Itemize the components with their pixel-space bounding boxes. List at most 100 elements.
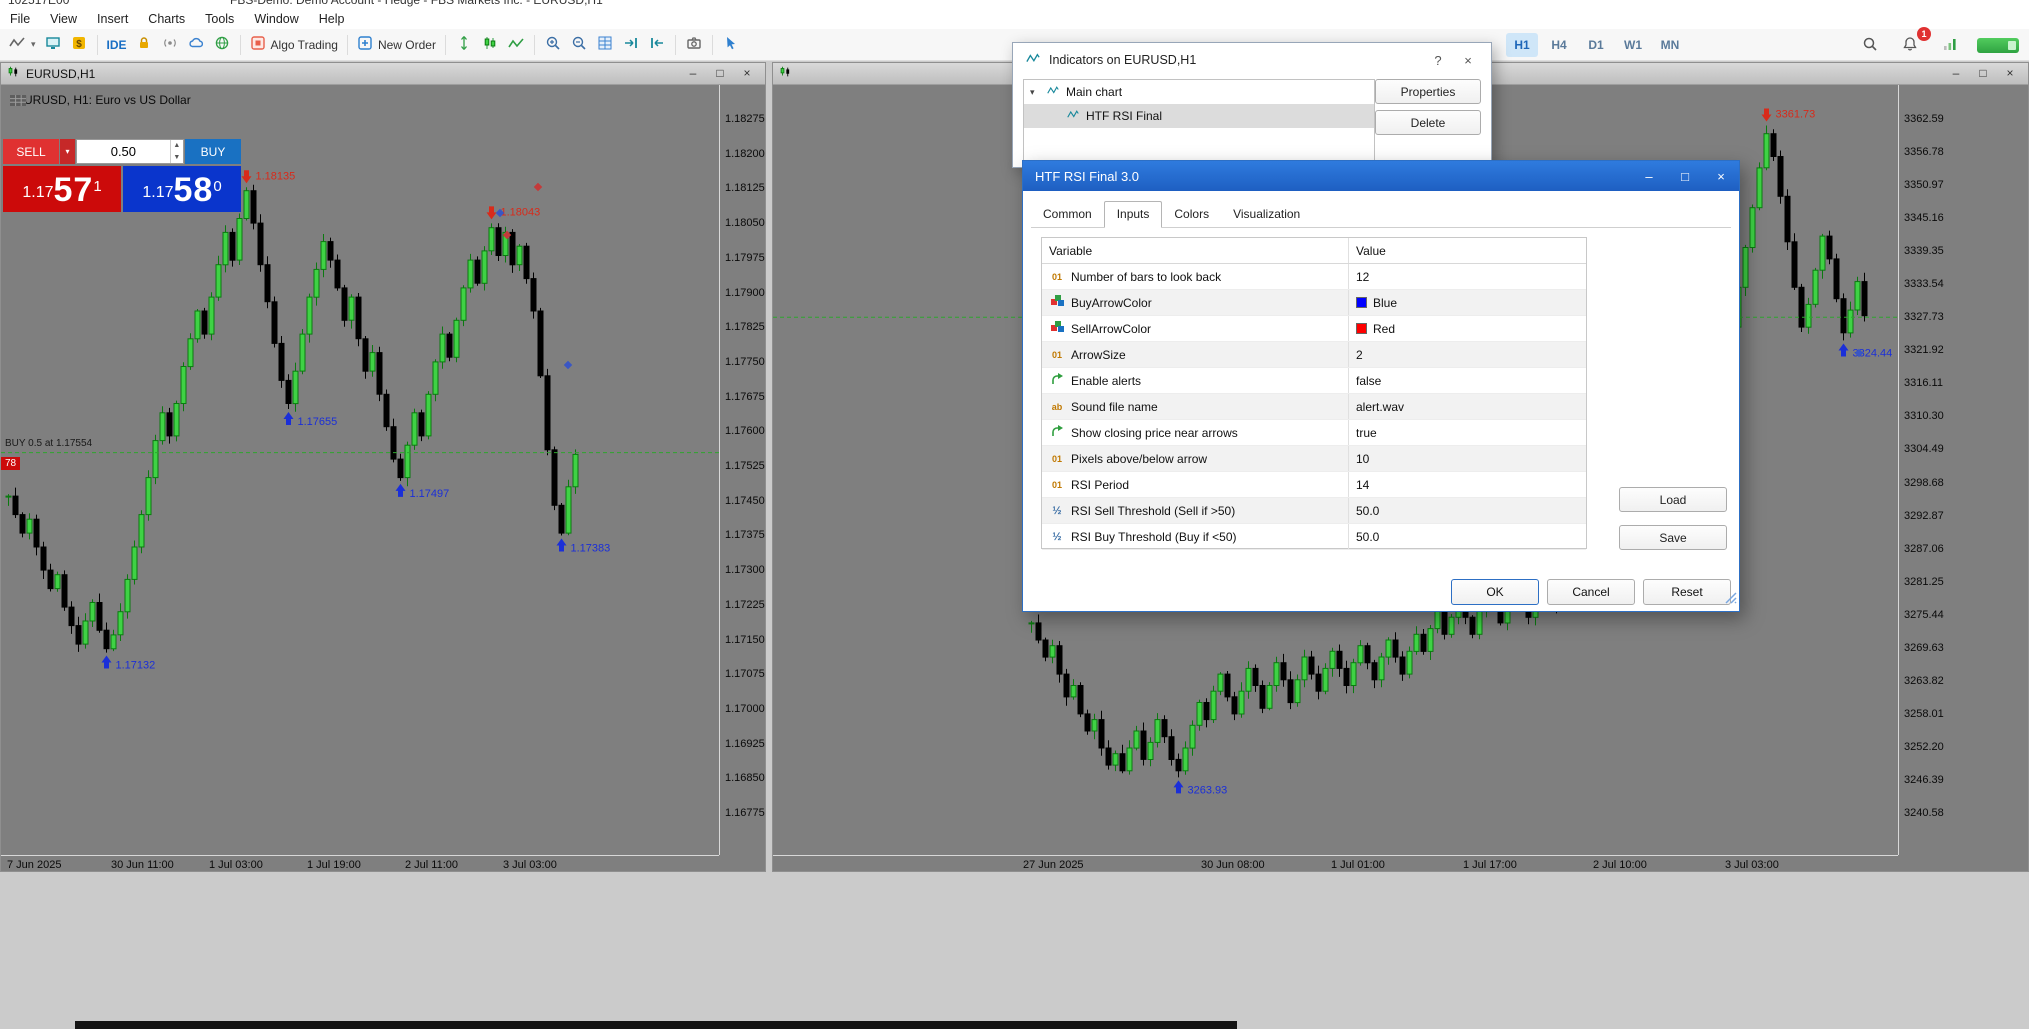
order-type-dropdown[interactable]: ▾ <box>60 139 75 164</box>
indicator-tree-item[interactable]: ▾Main chart <box>1024 80 1374 104</box>
menu-insert[interactable]: Insert <box>87 10 138 28</box>
indicator-tree-item[interactable]: HTF RSI Final <box>1024 104 1374 128</box>
input-row[interactable]: 01Pixels above/below arrow10 <box>1042 446 1586 472</box>
menu-file[interactable]: File <box>0 10 40 28</box>
input-row[interactable]: SellArrowColorRed <box>1042 316 1586 342</box>
input-row[interactable]: 01ArrowSize2 <box>1042 342 1586 368</box>
input-value[interactable]: true <box>1348 420 1586 445</box>
cursor-tool-button[interactable] <box>718 33 744 57</box>
timeframe-h4[interactable]: H4 <box>1543 33 1575 57</box>
lock-button[interactable] <box>131 33 157 57</box>
notifications-button[interactable]: 1 <box>1897 33 1923 57</box>
chart-style-button[interactable]: ▾ <box>5 33 40 57</box>
price-scale[interactable]: 1.182751.182001.181251.180501.179751.179… <box>719 85 766 855</box>
chevron-down-icon[interactable]: ▾ <box>1030 87 1040 98</box>
algo-trading-button[interactable]: Algo Trading <box>246 33 342 57</box>
tab-visualization[interactable]: Visualization <box>1221 202 1312 227</box>
input-value[interactable]: 2 <box>1348 342 1586 367</box>
maximize-icon[interactable]: □ <box>1667 161 1703 191</box>
input-value[interactable]: 50.0 <box>1348 524 1586 549</box>
menu-charts[interactable]: Charts <box>138 10 195 28</box>
minimize-icon[interactable]: – <box>1944 65 1968 82</box>
zoom-out-button[interactable] <box>566 33 592 57</box>
input-row[interactable]: 01Number of bars to look back12 <box>1042 264 1586 290</box>
sell-button[interactable]: SELL <box>3 139 59 164</box>
zoom-in-button[interactable] <box>540 33 566 57</box>
close-icon[interactable]: × <box>1998 65 2022 82</box>
input-value[interactable]: 14 <box>1348 472 1586 497</box>
ok-button[interactable]: OK <box>1451 579 1539 605</box>
input-row[interactable]: abSound file namealert.wav <box>1042 394 1586 420</box>
new-chart-button[interactable] <box>40 33 66 57</box>
input-value[interactable]: alert.wav <box>1348 394 1586 419</box>
signals-button[interactable] <box>157 33 183 57</box>
market-watch-grid-button[interactable] <box>592 33 618 57</box>
chart-window-titlebar[interactable]: EURUSD,H1 – □ × <box>1 63 765 85</box>
screenshot-button[interactable] <box>681 33 707 57</box>
properties-button[interactable]: Properties <box>1375 79 1481 104</box>
menu-view[interactable]: View <box>40 10 87 28</box>
input-row[interactable]: ½RSI Buy Threshold (Buy if <50)50.0 <box>1042 524 1586 550</box>
save-button[interactable]: Save <box>1619 525 1727 550</box>
community-button[interactable] <box>209 33 235 57</box>
input-value[interactable]: 12 <box>1348 264 1586 289</box>
metaeditor-ide-button[interactable]: IDE <box>103 33 131 57</box>
close-icon[interactable]: × <box>1703 161 1739 191</box>
auto-scroll-button[interactable] <box>644 33 670 57</box>
chart-plot-area[interactable]: 1.171321.181351.176551.174971.180431.173… <box>1 85 719 855</box>
menu-tools[interactable]: Tools <box>195 10 244 28</box>
line-mode-button[interactable] <box>503 33 529 57</box>
close-icon[interactable]: × <box>735 65 759 82</box>
tab-common[interactable]: Common <box>1031 202 1104 227</box>
chart-object-diamond[interactable] <box>534 183 542 191</box>
bid-price-display[interactable]: 1.17 57 1 <box>3 166 121 212</box>
load-button[interactable]: Load <box>1619 487 1727 512</box>
timeframe-w1[interactable]: W1 <box>1617 33 1649 57</box>
timeframe-mn[interactable]: MN <box>1654 33 1686 57</box>
chart-object-diamond[interactable] <box>564 361 572 369</box>
minimize-icon[interactable]: – <box>681 65 705 82</box>
restore-icon[interactable]: □ <box>1971 65 1995 82</box>
input-value[interactable]: 50.0 <box>1348 498 1586 523</box>
close-icon[interactable]: × <box>1457 53 1479 68</box>
timeframe-h1[interactable]: H1 <box>1506 33 1538 57</box>
date-axis[interactable]: 7 Jun 202530 Jun 11:001 Jul 03:001 Jul 1… <box>1 855 719 873</box>
levels-button[interactable] <box>1937 33 1963 57</box>
input-row[interactable]: BuyArrowColorBlue <box>1042 290 1586 316</box>
menu-window[interactable]: Window <box>244 10 308 28</box>
input-value[interactable]: Red <box>1348 316 1586 341</box>
new-order-button[interactable]: New Order <box>353 33 440 57</box>
search-button[interactable] <box>1857 33 1883 57</box>
buy-button[interactable]: BUY <box>185 139 241 164</box>
input-row[interactable]: 01RSI Period14 <box>1042 472 1586 498</box>
input-row[interactable]: Show closing price near arrowstrue <box>1042 420 1586 446</box>
input-value[interactable]: false <box>1348 368 1586 393</box>
input-row[interactable]: ½RSI Sell Threshold (Sell if >50)50.0 <box>1042 498 1586 524</box>
price-scale-tool-button[interactable] <box>451 33 477 57</box>
help-button[interactable]: ? <box>1427 53 1449 68</box>
ask-price-display[interactable]: 1.17 58 0 <box>123 166 241 212</box>
cancel-button[interactable]: Cancel <box>1547 579 1635 605</box>
input-value[interactable]: 10 <box>1348 446 1586 471</box>
restore-icon[interactable]: □ <box>708 65 732 82</box>
minimize-icon[interactable]: – <box>1631 161 1667 191</box>
shift-chart-end-button[interactable] <box>618 33 644 57</box>
timeframe-d1[interactable]: D1 <box>1580 33 1612 57</box>
candle-mode-button[interactable] <box>477 33 503 57</box>
symbols-button[interactable]: $ <box>66 33 92 57</box>
resize-grip[interactable] <box>1724 591 1737 609</box>
price-scale[interactable]: 3362.593356.783350.973345.163339.353333.… <box>1898 85 2029 855</box>
indicators-dialog-header[interactable]: Indicators on EURUSD,H1 ? × <box>1013 43 1491 77</box>
input-row[interactable]: Enable alertsfalse <box>1042 368 1586 394</box>
input-value[interactable]: Blue <box>1348 290 1586 315</box>
lot-size-input[interactable] <box>77 144 170 159</box>
lot-stepper-up[interactable]: ▲ <box>171 140 183 152</box>
date-axis[interactable]: 27 Jun 202530 Jun 08:001 Jul 01:001 Jul … <box>773 855 1898 873</box>
delete-button[interactable]: Delete <box>1375 110 1481 135</box>
htf-dialog-titlebar[interactable]: HTF RSI Final 3.0 –□× <box>1023 161 1739 191</box>
menu-help[interactable]: Help <box>309 10 355 28</box>
tab-inputs[interactable]: Inputs <box>1104 201 1163 228</box>
tab-colors[interactable]: Colors <box>1162 202 1221 227</box>
lot-stepper-down[interactable]: ▼ <box>171 152 183 164</box>
reset-button[interactable]: Reset <box>1643 579 1731 605</box>
